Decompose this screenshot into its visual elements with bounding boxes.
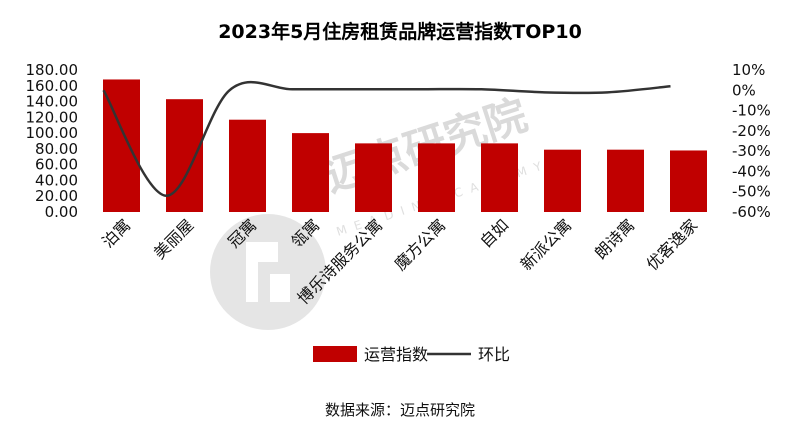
left-tick-label: 40.00 xyxy=(35,171,78,189)
left-tick-label: 60.00 xyxy=(35,156,78,174)
right-tick-label: -50% xyxy=(732,183,771,201)
right-tick-label: -40% xyxy=(732,162,771,180)
right-tick-label: -30% xyxy=(732,142,771,160)
left-tick-label: 0.00 xyxy=(45,203,78,221)
meadin-logo-icon xyxy=(210,214,326,330)
left-tick-label: 180.00 xyxy=(26,61,79,79)
category-label: 新派公寓 xyxy=(517,215,576,274)
right-axis: -60% -50% -40% -30% -20% -10% 0% 10% xyxy=(732,61,771,221)
left-tick-label: 160.00 xyxy=(26,77,79,95)
left-tick-label: 100.00 xyxy=(26,124,79,142)
left-tick-label: 120.00 xyxy=(26,108,79,126)
category-label: 泊寓 xyxy=(98,215,134,251)
bar xyxy=(418,143,455,212)
source-note: 数据来源：迈点研究院 xyxy=(325,401,475,419)
chart-title: 2023年5月住房租赁品牌运营指数TOP10 xyxy=(218,20,582,43)
bar xyxy=(670,150,707,212)
bar-series xyxy=(103,79,707,212)
bar xyxy=(229,119,266,212)
left-axis: 0.0020.0040.0060.0080.00100.00120.00140.… xyxy=(26,61,79,221)
category-label: 美丽屋 xyxy=(150,215,197,262)
left-tick-label: 140.00 xyxy=(26,93,79,111)
right-tick-label: -60% xyxy=(732,203,771,221)
category-label: 自如 xyxy=(476,215,512,251)
bar xyxy=(544,149,581,212)
right-tick-label: -10% xyxy=(732,102,771,120)
right-tick-label: -20% xyxy=(732,122,771,140)
category-label: 优客逸家 xyxy=(643,215,702,274)
legend: 运营指数 环比 xyxy=(313,345,510,364)
right-tick-label: 0% xyxy=(732,81,756,99)
bar xyxy=(607,149,644,212)
line-series xyxy=(102,80,671,198)
category-label: 魔方公寓 xyxy=(391,215,450,274)
legend-swatch-bar xyxy=(313,346,357,362)
legend-label-bar: 运营指数 xyxy=(364,345,428,364)
category-label: 朗诗寓 xyxy=(591,215,638,262)
bar xyxy=(292,133,329,212)
left-tick-label: 20.00 xyxy=(35,187,78,205)
right-tick-label: 10% xyxy=(732,61,765,79)
legend-label-line: 环比 xyxy=(478,345,510,364)
bar xyxy=(481,143,518,212)
bar xyxy=(355,143,392,212)
left-tick-label: 80.00 xyxy=(35,140,78,158)
